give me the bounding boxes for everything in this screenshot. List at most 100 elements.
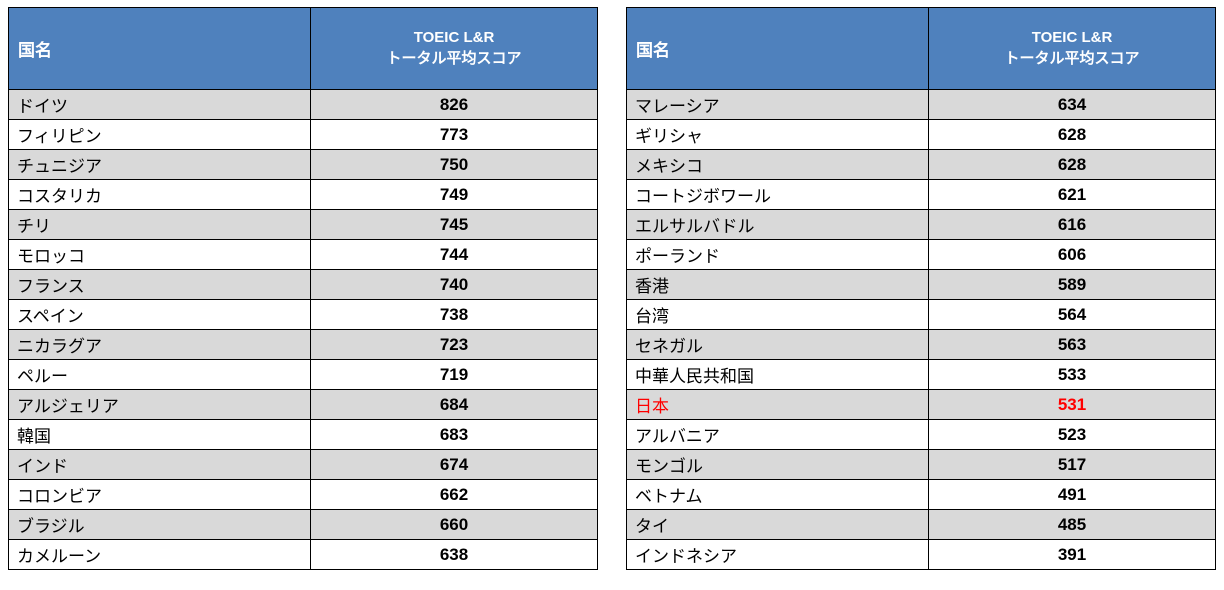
country-cell: ドイツ bbox=[8, 89, 311, 120]
country-column-header: 国名 bbox=[626, 7, 929, 90]
score-cell: 589 bbox=[928, 269, 1216, 300]
score-cell: 773 bbox=[310, 119, 598, 150]
header-row: 国名 TOEIC L&R トータル平均スコア bbox=[8, 7, 598, 90]
score-cell: 621 bbox=[928, 179, 1216, 210]
table-row: チュニジア 750 bbox=[8, 149, 598, 180]
score-cell: 826 bbox=[310, 89, 598, 120]
country-cell: 韓国 bbox=[8, 419, 311, 450]
table-row: 日本 531 bbox=[626, 389, 1216, 420]
table-row: チリ 745 bbox=[8, 209, 598, 240]
table-row: アルジェリア 684 bbox=[8, 389, 598, 420]
table-row: フィリピン 773 bbox=[8, 119, 598, 150]
table-row: マレーシア 634 bbox=[626, 89, 1216, 120]
country-cell: ベトナム bbox=[626, 479, 929, 510]
toeic-score-tables: 国名 TOEIC L&R トータル平均スコア ドイツ 826 フィリピン 773 チュニ… bbox=[8, 7, 1216, 570]
score-cell: 517 bbox=[928, 449, 1216, 480]
score-cell: 740 bbox=[310, 269, 598, 300]
country-cell: ギリシャ bbox=[626, 119, 929, 150]
table-row: ペルー 719 bbox=[8, 359, 598, 390]
table-row: インド 674 bbox=[8, 449, 598, 480]
country-cell: モロッコ bbox=[8, 239, 311, 270]
score-cell: 628 bbox=[928, 119, 1216, 150]
table-row: エルサルバドル 616 bbox=[626, 209, 1216, 240]
score-cell: 491 bbox=[928, 479, 1216, 510]
table-row: インドネシア 391 bbox=[626, 539, 1216, 570]
score-cell: 723 bbox=[310, 329, 598, 360]
score-cell: 485 bbox=[928, 509, 1216, 540]
table-row: モロッコ 744 bbox=[8, 239, 598, 270]
country-cell: 台湾 bbox=[626, 299, 929, 330]
score-header-line1: TOEIC L&R bbox=[1031, 29, 1113, 47]
score-cell: 684 bbox=[310, 389, 598, 420]
score-cell: 628 bbox=[928, 149, 1216, 180]
score-cell: 563 bbox=[928, 329, 1216, 360]
table-row: スペイン 738 bbox=[8, 299, 598, 330]
country-cell: コートジボワール bbox=[626, 179, 929, 210]
score-header-line2: トータル平均スコア bbox=[1004, 49, 1140, 67]
score-cell: 523 bbox=[928, 419, 1216, 450]
table-row: ギリシャ 628 bbox=[626, 119, 1216, 150]
score-cell: 744 bbox=[310, 239, 598, 270]
country-cell: チュニジア bbox=[8, 149, 311, 180]
table-row: ポーランド 606 bbox=[626, 239, 1216, 270]
score-cell: 564 bbox=[928, 299, 1216, 330]
table-row: ニカラグア 723 bbox=[8, 329, 598, 360]
table-row: コートジボワール 621 bbox=[626, 179, 1216, 210]
score-cell: 660 bbox=[310, 509, 598, 540]
score-cell: 533 bbox=[928, 359, 1216, 390]
right-table-header: 国名 TOEIC L&R トータル平均スコア bbox=[626, 7, 1216, 90]
score-cell: 662 bbox=[310, 479, 598, 510]
score-header-line1: TOEIC L&R bbox=[413, 29, 495, 47]
table-row: アルバニア 523 bbox=[626, 419, 1216, 450]
table-row: コスタリカ 749 bbox=[8, 179, 598, 210]
country-cell: アルバニア bbox=[626, 419, 929, 450]
table-row: ブラジル 660 bbox=[8, 509, 598, 540]
right-table-body: マレーシア 634 ギリシャ 628 メキシコ 628 コートジボワール 621 エルサルバドル… bbox=[626, 89, 1216, 570]
header-row: 国名 TOEIC L&R トータル平均スコア bbox=[626, 7, 1216, 90]
right-score-table: 国名 TOEIC L&R トータル平均スコア マレーシア 634 ギリシャ 628 メキ… bbox=[626, 7, 1216, 570]
country-cell: インドネシア bbox=[626, 539, 929, 570]
table-row: 台湾 564 bbox=[626, 299, 1216, 330]
table-row: メキシコ 628 bbox=[626, 149, 1216, 180]
country-cell: エルサルバドル bbox=[626, 209, 929, 240]
score-cell: 531 bbox=[928, 389, 1216, 420]
table-row: フランス 740 bbox=[8, 269, 598, 300]
country-cell: フィリピン bbox=[8, 119, 311, 150]
table-row: 中華人民共和国 533 bbox=[626, 359, 1216, 390]
country-cell: セネガル bbox=[626, 329, 929, 360]
left-table-header: 国名 TOEIC L&R トータル平均スコア bbox=[8, 7, 598, 90]
country-cell: タイ bbox=[626, 509, 929, 540]
left-table-body: ドイツ 826 フィリピン 773 チュニジア 750 コスタリカ 749 チリ 745 モロッコ 7… bbox=[8, 89, 598, 570]
country-cell: コロンビア bbox=[8, 479, 311, 510]
score-cell: 683 bbox=[310, 419, 598, 450]
left-score-table: 国名 TOEIC L&R トータル平均スコア ドイツ 826 フィリピン 773 チュニ… bbox=[8, 7, 598, 570]
table-row: ベトナム 491 bbox=[626, 479, 1216, 510]
country-column-header: 国名 bbox=[8, 7, 311, 90]
score-cell: 616 bbox=[928, 209, 1216, 240]
country-cell: インド bbox=[8, 449, 311, 480]
score-cell: 745 bbox=[310, 209, 598, 240]
country-column-header-label: 国名 bbox=[636, 41, 670, 60]
country-cell: スペイン bbox=[8, 299, 311, 330]
score-cell: 674 bbox=[310, 449, 598, 480]
country-cell: チリ bbox=[8, 209, 311, 240]
table-row: コロンビア 662 bbox=[8, 479, 598, 510]
country-cell: ペルー bbox=[8, 359, 311, 390]
score-cell: 719 bbox=[310, 359, 598, 390]
country-cell: フランス bbox=[8, 269, 311, 300]
score-header-line2: トータル平均スコア bbox=[386, 49, 522, 67]
table-row: セネガル 563 bbox=[626, 329, 1216, 360]
country-cell: マレーシア bbox=[626, 89, 929, 120]
country-cell: アルジェリア bbox=[8, 389, 311, 420]
table-row: モンゴル 517 bbox=[626, 449, 1216, 480]
country-cell: 日本 bbox=[626, 389, 929, 420]
score-cell: 634 bbox=[928, 89, 1216, 120]
score-column-header: TOEIC L&R トータル平均スコア bbox=[928, 7, 1216, 90]
table-row: タイ 485 bbox=[626, 509, 1216, 540]
score-column-header: TOEIC L&R トータル平均スコア bbox=[310, 7, 598, 90]
table-row: カメルーン 638 bbox=[8, 539, 598, 570]
country-cell: ポーランド bbox=[626, 239, 929, 270]
country-cell: メキシコ bbox=[626, 149, 929, 180]
country-cell: 中華人民共和国 bbox=[626, 359, 929, 390]
table-row: 韓国 683 bbox=[8, 419, 598, 450]
